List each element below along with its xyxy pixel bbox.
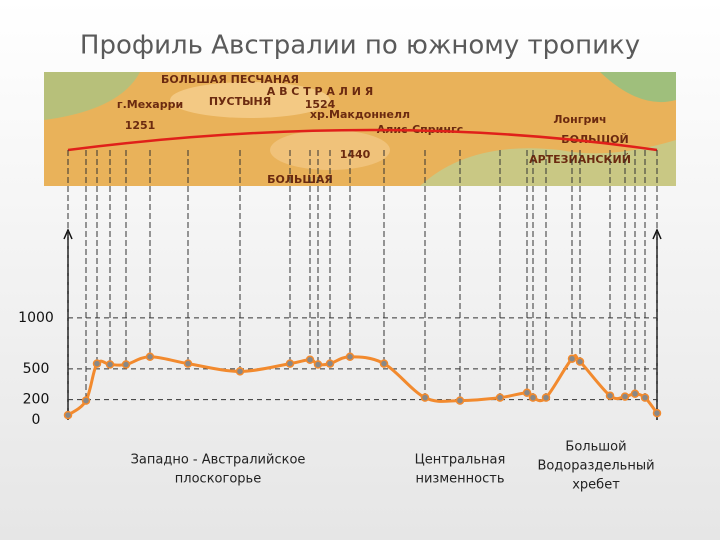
profile-point [575, 357, 585, 366]
profile-point [285, 359, 295, 368]
region-label: Большой [565, 440, 626, 455]
profile-point [522, 388, 532, 397]
profile-point [325, 359, 335, 368]
profile-point [528, 393, 538, 402]
map-label: БОЛЬШАЯ [267, 173, 333, 186]
profile-point [235, 367, 245, 376]
profile-point [420, 393, 430, 402]
map-label: ПУСТЫНЯ [209, 95, 271, 108]
profile-point [620, 392, 630, 401]
map-label: 1251 [125, 119, 156, 132]
map-desert [170, 82, 330, 118]
profile-point [183, 359, 193, 368]
profile-point [605, 391, 615, 400]
profile-point [63, 410, 73, 420]
profile-point [313, 360, 323, 369]
map-lowland [420, 140, 676, 186]
axis-arrow [652, 228, 662, 240]
region-label: плоскогорье [175, 472, 261, 487]
region-label: Западно - Австралийское [131, 453, 306, 468]
profile-point [455, 396, 465, 405]
y-tick-label: 0 [32, 412, 41, 428]
profile-point [105, 360, 115, 369]
y-tick-label: 200 [23, 392, 50, 408]
y-tick-label: 1000 [18, 310, 54, 326]
profile-point [541, 393, 551, 402]
profile-point [121, 360, 131, 369]
profile-point [345, 352, 355, 362]
axis-arrow [63, 228, 73, 240]
map-label: Лонгрич [553, 113, 606, 126]
profile-point [379, 359, 389, 368]
map-label: 1524 [305, 98, 336, 111]
profile-point [640, 393, 650, 402]
profile-point [567, 354, 577, 363]
profile-point [92, 359, 102, 368]
slide-title: Профиль Австралии по южному тропику [80, 31, 640, 61]
profile-point [652, 408, 662, 418]
map-label: А В С Т Р А Л И Я [267, 85, 374, 98]
region-label: Центральная [415, 453, 506, 468]
map-label: г.Мехарри [117, 98, 183, 111]
map-lowland [44, 72, 140, 120]
map-label: хр.Макдоннелл [310, 108, 410, 121]
map-lowland [600, 72, 676, 103]
y-tick-label: 500 [23, 361, 50, 377]
profile-point [495, 393, 505, 402]
profile-point [630, 389, 640, 398]
region-label: хребет [572, 478, 620, 493]
map-label: БОЛЬШАЯ ПЕСЧАНАЯ [161, 73, 299, 86]
map [44, 72, 676, 186]
map-label: 1440 [340, 148, 371, 161]
profile-point [145, 352, 155, 362]
region-label: Водораздельный [537, 459, 654, 474]
tropic-line [67, 128, 658, 152]
region-label: низменность [415, 472, 504, 487]
profile-point [81, 396, 91, 405]
profile-line [67, 353, 659, 417]
map-label: БОЛЬШОЙ [561, 133, 628, 146]
profile-point [305, 355, 315, 364]
